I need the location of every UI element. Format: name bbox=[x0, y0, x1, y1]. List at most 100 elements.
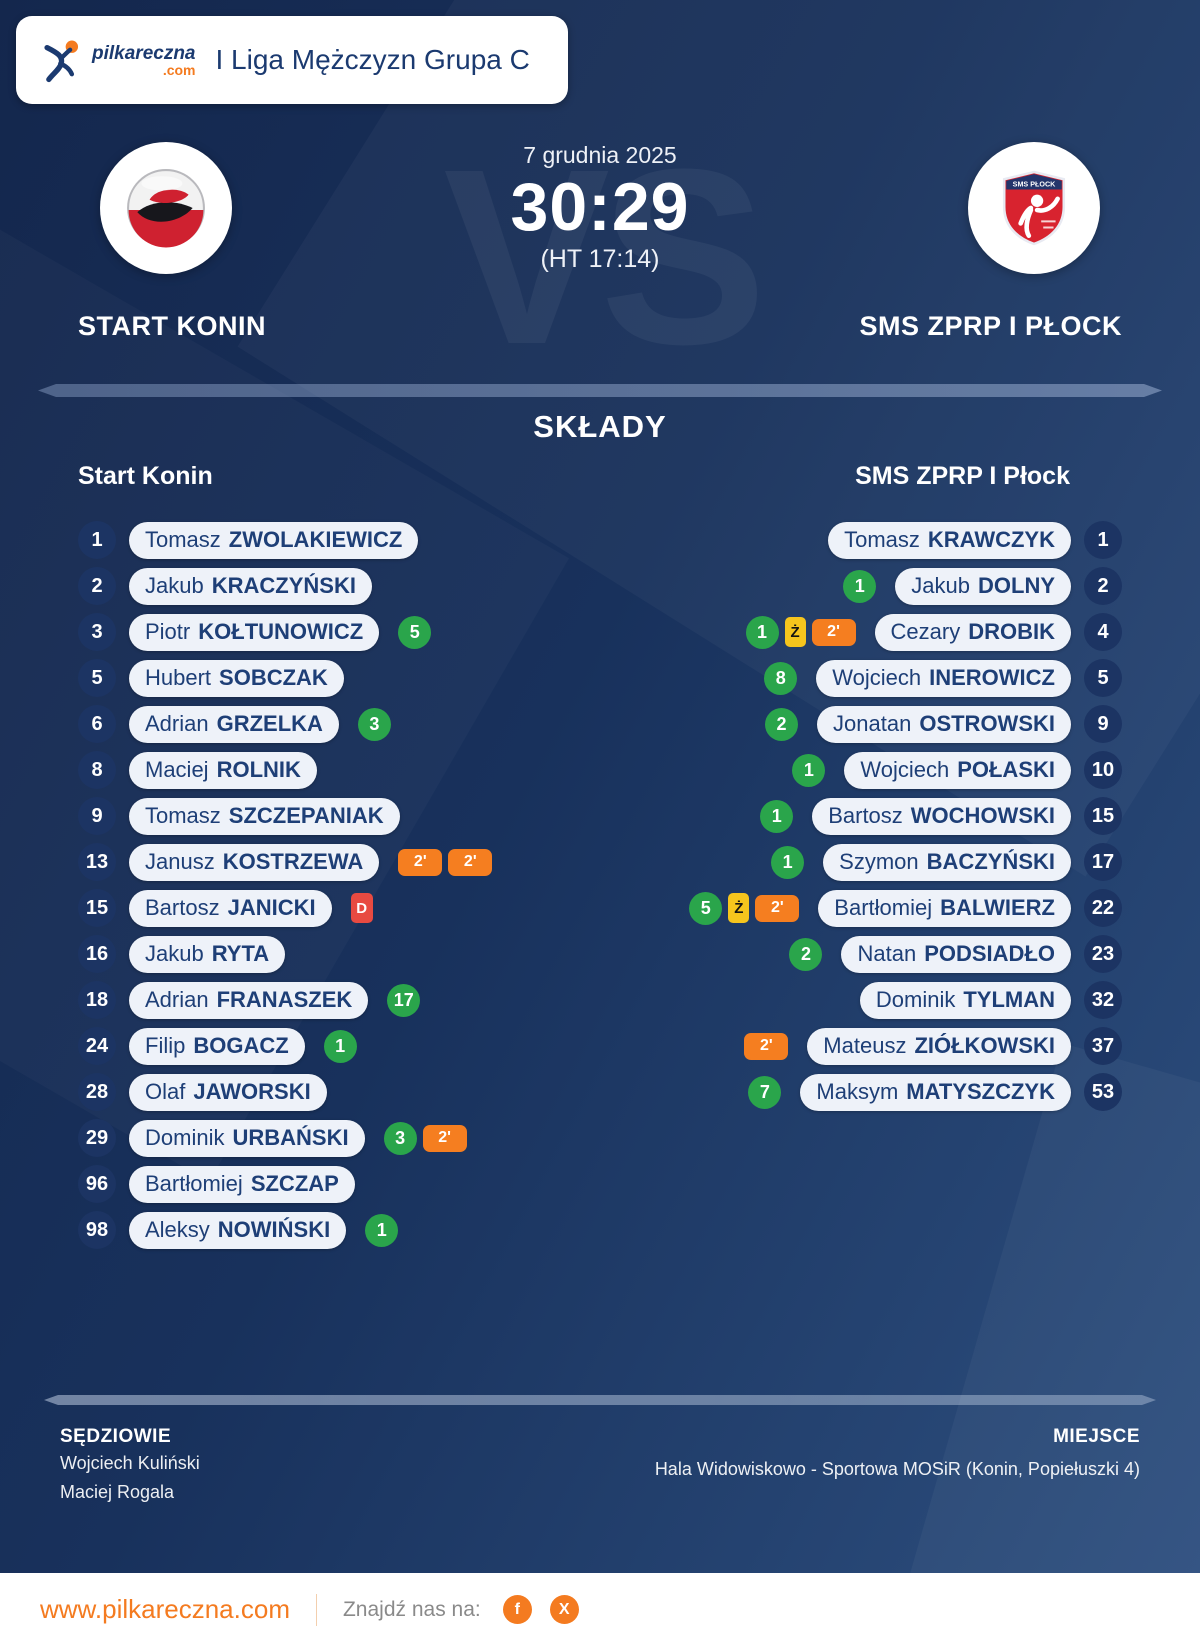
player-row: 24 Filip BOGACZ 1 bbox=[78, 1027, 569, 1065]
player-row: 8 Maciej ROLNIK bbox=[78, 751, 569, 789]
player-last-name: FRANASZEK bbox=[216, 987, 353, 1012]
player-first-name: Wojciech bbox=[860, 757, 950, 782]
susp-badge: 2' bbox=[448, 848, 493, 876]
score-block: 7 grudnia 2025 30:29 (HT 17:14) bbox=[511, 142, 690, 273]
player-last-name: INEROWICZ bbox=[929, 665, 1055, 690]
player-name-pill: Hubert SOBCZAK bbox=[129, 659, 344, 697]
player-name-pill: Olaf JAWORSKI bbox=[129, 1073, 327, 1111]
red-badge: D bbox=[350, 893, 373, 923]
player-row: 18 Adrian FRANASZEK 17 bbox=[78, 981, 569, 1019]
pilkareczna-logo: pilkareczna .com bbox=[40, 37, 196, 83]
referees-label: SĘDZIOWIE bbox=[60, 1426, 172, 1447]
player-first-name: Jakub bbox=[145, 573, 204, 598]
player-number: 4 bbox=[1084, 613, 1122, 651]
final-score: 30:29 bbox=[510, 169, 690, 245]
website-link[interactable]: www.pilkareczna.com bbox=[40, 1594, 290, 1624]
player-number: 18 bbox=[78, 981, 116, 1019]
player-first-name: Hubert bbox=[145, 665, 212, 690]
x-twitter-icon[interactable]: X bbox=[549, 1595, 579, 1624]
player-number: 8 bbox=[78, 751, 116, 789]
player-name-pill: Bartłomiej BALWIERZ bbox=[818, 889, 1071, 927]
goals-badge: 1 bbox=[745, 615, 779, 649]
goals-badge: 2 bbox=[789, 937, 823, 971]
player-number: 10 bbox=[1084, 751, 1122, 789]
home-lineup-header: Start Konin bbox=[78, 462, 213, 490]
player-name-pill: Jakub KRACZYŃSKI bbox=[129, 567, 372, 605]
player-last-name: DROBIK bbox=[968, 619, 1055, 644]
brand-name: pilkareczna bbox=[92, 42, 196, 64]
player-row: 13 Janusz KOSTRZEWA 2' 2' bbox=[78, 843, 569, 881]
player-row: 10 Wojciech POŁASKI 1 bbox=[631, 751, 1122, 789]
player-first-name: Olaf bbox=[145, 1079, 186, 1104]
goals-badge: 1 bbox=[771, 845, 805, 879]
player-badges: 3 bbox=[357, 707, 391, 741]
player-number: 9 bbox=[78, 797, 116, 835]
player-badges: 1 bbox=[760, 799, 794, 833]
home-lineup-list: 1 Tomasz ZWOLAKIEWICZ 2 Jakub KRACZYŃSKI bbox=[78, 521, 569, 1249]
player-number: 28 bbox=[78, 1073, 116, 1111]
player-first-name: Mateusz bbox=[823, 1033, 907, 1058]
player-last-name: KOSTRZEWA bbox=[222, 849, 364, 874]
player-name-pill: Janusz KOSTRZEWA bbox=[129, 843, 380, 881]
goals-badge: 8 bbox=[764, 661, 798, 695]
footer: www.pilkareczna.com Znajdź nas na: f X bbox=[0, 1573, 1200, 1646]
player-number: 2 bbox=[1084, 567, 1122, 605]
player-row: 17 Szymon BACZYŃSKI 1 bbox=[631, 843, 1122, 881]
player-name-pill: Tomasz KRAWCZYK bbox=[828, 521, 1071, 559]
player-name-pill: Bartosz JANICKI bbox=[129, 889, 332, 927]
susp-badge: 2' bbox=[422, 1124, 467, 1152]
player-name-pill: Adrian GRZELKA bbox=[129, 705, 339, 743]
player-last-name: JANICKI bbox=[227, 895, 316, 920]
player-first-name: Aleksy bbox=[145, 1217, 210, 1242]
player-number: 17 bbox=[1084, 843, 1122, 881]
player-row: 1 Tomasz ZWOLAKIEWICZ bbox=[78, 521, 569, 559]
goals-badge: 1 bbox=[843, 569, 877, 603]
goals-badge: 5 bbox=[689, 891, 723, 925]
player-number: 2 bbox=[78, 567, 116, 605]
player-last-name: NOWIŃSKI bbox=[217, 1217, 331, 1242]
home-team-name: START KONIN bbox=[78, 311, 266, 341]
player-name-pill: Filip BOGACZ bbox=[129, 1027, 305, 1065]
brand-tld: .com bbox=[162, 61, 196, 78]
home-lineup-column: Start Konin 1 Tomasz ZWOLAKIEWICZ 2 bbox=[78, 461, 569, 1257]
player-first-name: Tomasz bbox=[145, 803, 221, 828]
player-number: 13 bbox=[78, 843, 116, 881]
player-row: 98 Aleksy NOWIŃSKI 1 bbox=[78, 1211, 569, 1249]
match-date: 7 grudnia 2025 bbox=[523, 142, 677, 168]
player-name-pill: Jonatan OSTROWSKI bbox=[817, 705, 1071, 743]
goals-badge: 3 bbox=[357, 707, 391, 741]
player-row: 5 Hubert SOBCZAK bbox=[78, 659, 569, 697]
goals-badge: 5 bbox=[398, 615, 432, 649]
player-name-pill: Jakub RYTA bbox=[129, 935, 286, 973]
player-first-name: Bartosz bbox=[828, 803, 903, 828]
league-title: I Liga Mężczyzn Grupa C bbox=[215, 44, 530, 75]
player-first-name: Jakub bbox=[911, 573, 970, 598]
player-badges: 1 bbox=[365, 1213, 399, 1247]
player-number: 22 bbox=[1084, 889, 1122, 927]
player-first-name: Filip bbox=[145, 1033, 186, 1058]
player-badges: 2 bbox=[765, 707, 799, 741]
player-number: 6 bbox=[78, 705, 116, 743]
player-badges: 5 bbox=[398, 615, 432, 649]
player-row: 6 Adrian GRZELKA 3 bbox=[78, 705, 569, 743]
player-last-name: BALWIERZ bbox=[940, 895, 1055, 920]
player-last-name: RYTA bbox=[211, 941, 270, 966]
facebook-icon[interactable]: f bbox=[502, 1595, 532, 1624]
svg-text:SMS PŁOCK: SMS PŁOCK bbox=[1013, 180, 1056, 188]
player-badges: 17 bbox=[387, 983, 421, 1017]
player-name-pill: Bartłomiej SZCZAP bbox=[129, 1165, 355, 1203]
player-first-name: Tomasz bbox=[145, 527, 221, 552]
player-number: 53 bbox=[1084, 1073, 1122, 1111]
referees-block: SĘDZIOWIE Wojciech Kuliński Maciej Rogal… bbox=[60, 1425, 200, 1507]
player-name-pill: Wojciech POŁASKI bbox=[844, 751, 1071, 789]
player-name-pill: Natan PODSIADŁO bbox=[841, 935, 1071, 973]
player-number: 3 bbox=[78, 613, 116, 651]
halftime-score: (HT 17:14) bbox=[540, 245, 660, 273]
player-last-name: SZCZEPANIAK bbox=[228, 803, 384, 828]
start-konin-crest-icon bbox=[127, 169, 205, 248]
player-first-name: Bartosz bbox=[145, 895, 220, 920]
player-name-pill: Aleksy NOWIŃSKI bbox=[129, 1211, 347, 1249]
susp-badge: 2' bbox=[744, 1032, 789, 1060]
player-row: 9 Tomasz SZCZEPANIAK bbox=[78, 797, 569, 835]
